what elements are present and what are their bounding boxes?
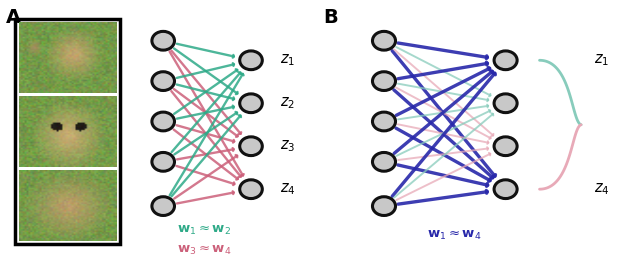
Circle shape xyxy=(494,51,517,70)
Circle shape xyxy=(372,72,396,90)
Circle shape xyxy=(494,94,517,113)
Text: $\mathbf{w}_1 \approx \mathbf{w}_2$: $\mathbf{w}_1 \approx \mathbf{w}_2$ xyxy=(177,224,231,237)
Circle shape xyxy=(152,112,175,131)
Text: $\mathbf{w}_1 \approx \mathbf{w}_4$: $\mathbf{w}_1 \approx \mathbf{w}_4$ xyxy=(427,229,482,242)
Text: $z_3$: $z_3$ xyxy=(280,138,295,154)
Text: $z_2$: $z_2$ xyxy=(280,95,294,111)
Circle shape xyxy=(152,153,175,171)
Text: B: B xyxy=(323,8,338,27)
Circle shape xyxy=(240,137,262,156)
Circle shape xyxy=(152,31,175,50)
Circle shape xyxy=(494,137,517,156)
Text: $\mathbf{w}_3 \approx \mathbf{w}_4$: $\mathbf{w}_3 \approx \mathbf{w}_4$ xyxy=(177,244,231,257)
Circle shape xyxy=(494,180,517,199)
Text: A: A xyxy=(6,8,22,27)
Bar xyxy=(15,19,120,244)
Circle shape xyxy=(372,112,396,131)
Circle shape xyxy=(372,197,396,216)
Circle shape xyxy=(372,31,396,50)
Text: $z_4$: $z_4$ xyxy=(280,181,295,197)
Circle shape xyxy=(152,72,175,90)
Circle shape xyxy=(240,51,262,70)
Text: $z_4$: $z_4$ xyxy=(594,181,609,197)
Text: $z_1$: $z_1$ xyxy=(594,52,609,68)
Circle shape xyxy=(372,153,396,171)
Text: $z_1$: $z_1$ xyxy=(280,52,295,68)
Circle shape xyxy=(240,180,262,199)
Circle shape xyxy=(240,94,262,113)
Circle shape xyxy=(152,197,175,216)
